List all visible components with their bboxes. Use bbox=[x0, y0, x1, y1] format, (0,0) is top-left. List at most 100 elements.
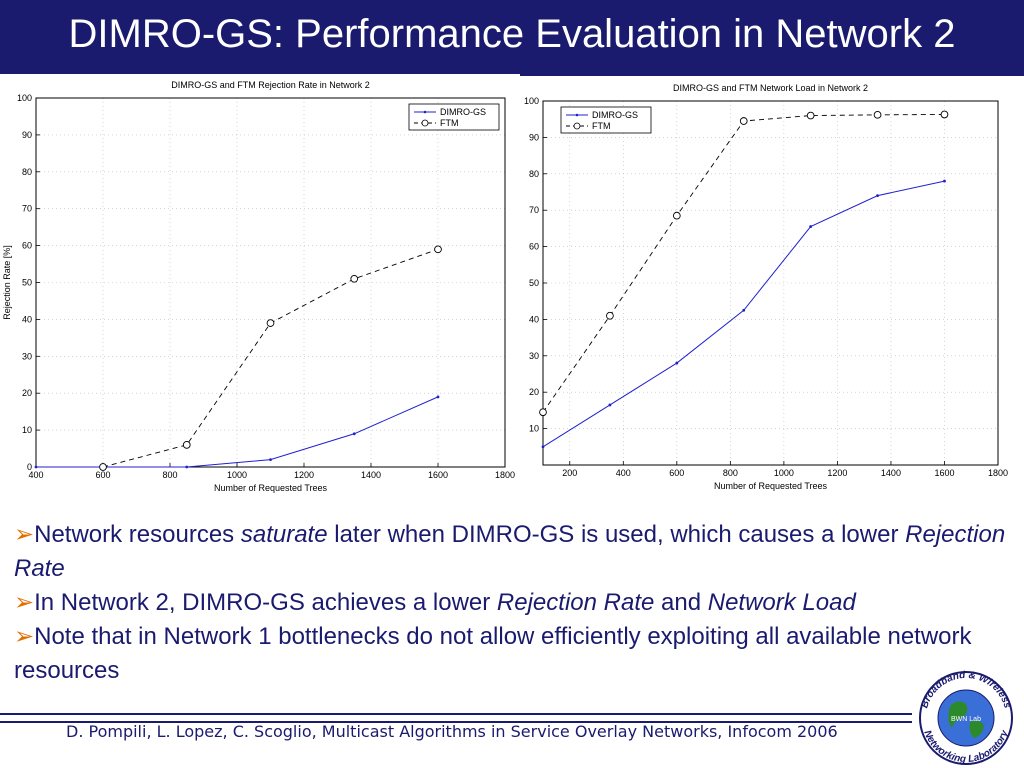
bullet-arrow-icon: ➢ bbox=[14, 521, 35, 548]
footer-citation: D. Pompili, L. Lopez, C. Scoglio, Multic… bbox=[66, 722, 838, 741]
data-point-dimro-gs bbox=[352, 432, 356, 436]
data-point-dimro-gs bbox=[269, 458, 272, 462]
chart-title: DIMRO-GS and FTM Network Load in Network… bbox=[673, 83, 868, 93]
y-axis-label: Rejection Rate [%] bbox=[2, 245, 12, 320]
y-tick-label: 10 bbox=[22, 425, 32, 435]
data-point-ftm bbox=[940, 110, 949, 119]
bullet-arrow-icon: ➢ bbox=[14, 589, 35, 616]
data-point-dimro-gs bbox=[436, 395, 440, 399]
y-tick-label: 60 bbox=[529, 242, 539, 252]
bullet-arrow-icon: ➢ bbox=[14, 623, 35, 650]
y-tick-label: 40 bbox=[529, 314, 539, 324]
x-tick-label: 1200 bbox=[294, 470, 314, 480]
series-line-ftm bbox=[102, 248, 439, 468]
data-point-ftm bbox=[606, 311, 614, 320]
data-point-ftm bbox=[539, 408, 547, 417]
chart-title: DIMRO-GS and FTM Rejection Rate in Netwo… bbox=[171, 80, 370, 90]
title-bar: DIMRO-GS: Performance Evaluation in Netw… bbox=[0, 0, 1024, 76]
bullet-text: later when DIMRO-GS is used, which cause… bbox=[327, 521, 906, 548]
y-tick-label: 30 bbox=[22, 351, 32, 361]
y-tick-label: 30 bbox=[529, 351, 539, 361]
bullet-text: Network resources bbox=[34, 521, 241, 548]
logo-center-text: BWN Lab bbox=[951, 716, 981, 723]
legend-label: FTM bbox=[592, 121, 611, 131]
bullet-text: and bbox=[654, 589, 708, 616]
x-tick-label: 400 bbox=[616, 468, 631, 478]
data-point-dimro-gs bbox=[742, 308, 746, 312]
y-tick-label: 80 bbox=[22, 167, 32, 177]
slide-title: DIMRO-GS: Performance Evaluation in Netw… bbox=[68, 12, 956, 56]
x-tick-label: 1800 bbox=[495, 470, 515, 480]
y-tick-label: 100 bbox=[17, 93, 32, 103]
data-point-dimro-gs bbox=[34, 465, 38, 469]
x-tick-label: 1000 bbox=[774, 468, 794, 478]
x-tick-label: 1400 bbox=[881, 468, 901, 478]
data-point-dimro-gs bbox=[541, 445, 545, 449]
x-tick-label: 800 bbox=[162, 470, 177, 480]
x-tick-label: 1000 bbox=[227, 470, 247, 480]
data-point-ftm bbox=[266, 319, 275, 327]
data-point-ftm bbox=[806, 111, 815, 120]
legend-marker bbox=[421, 119, 429, 127]
data-point-ftm bbox=[739, 117, 748, 125]
y-tick-label: 40 bbox=[22, 314, 32, 324]
bullet-item: ➢Note that in Network 1 bottlenecks do n… bbox=[14, 620, 1014, 688]
y-tick-label: 20 bbox=[529, 387, 539, 397]
bullet-text: Note that in Network 1 bottlenecks do no… bbox=[14, 623, 972, 684]
data-point-ftm bbox=[873, 110, 882, 119]
y-tick-label: 50 bbox=[529, 278, 539, 288]
data-point-ftm bbox=[434, 245, 442, 254]
data-point-ftm bbox=[182, 441, 191, 449]
y-tick-label: 100 bbox=[524, 96, 539, 106]
y-tick-label: 70 bbox=[22, 204, 32, 214]
bullet-item: ➢In Network 2, DIMRO-GS achieves a lower… bbox=[14, 586, 1014, 620]
bwn-lab-logo: Broadband & Wireless Networking Laborato… bbox=[919, 670, 1013, 765]
data-point-dimro-gs bbox=[185, 465, 189, 469]
data-point-dimro-gs bbox=[809, 225, 813, 228]
series-line-dimro-gs bbox=[36, 396, 439, 468]
legend-label: DIMRO-GS bbox=[440, 107, 486, 117]
data-point-dimro-gs bbox=[943, 179, 946, 183]
x-axis-label: Number of Requested Trees bbox=[714, 481, 828, 491]
y-tick-label: 20 bbox=[22, 388, 32, 398]
y-tick-label: 80 bbox=[529, 169, 539, 179]
x-tick-label: 1600 bbox=[934, 468, 954, 478]
legend-label: DIMRO-GS bbox=[592, 110, 638, 120]
x-tick-label: 1400 bbox=[361, 470, 381, 480]
bullet-text: Network Load bbox=[707, 589, 856, 616]
legend-marker bbox=[575, 113, 579, 117]
y-tick-label: 90 bbox=[22, 130, 32, 140]
bullet-list: ➢Network resources saturate later when D… bbox=[14, 518, 1014, 688]
x-tick-label: 1200 bbox=[827, 468, 847, 478]
plot-frame bbox=[35, 97, 506, 468]
y-tick-label: 70 bbox=[529, 205, 539, 215]
legend-marker bbox=[573, 122, 581, 130]
series-line-dimro-gs bbox=[542, 180, 945, 448]
series-line-ftm bbox=[542, 114, 945, 413]
y-tick-label: 60 bbox=[22, 241, 32, 251]
data-point-dimro-gs bbox=[608, 403, 612, 407]
y-tick-label: 90 bbox=[529, 132, 539, 142]
network-load-chart-svg: DIMRO-GS and FTM Network Load in Network… bbox=[524, 83, 1008, 491]
x-tick-label: 600 bbox=[669, 468, 684, 478]
x-tick-label: 200 bbox=[562, 468, 577, 478]
bullet-text: saturate bbox=[240, 521, 328, 548]
data-point-dimro-gs bbox=[675, 361, 679, 365]
bullet-item: ➢Network resources saturate later when D… bbox=[14, 518, 1014, 586]
y-tick-label: 50 bbox=[22, 278, 32, 288]
rejection-rate-chart: DIMRO-GS and FTM Rejection Rate in Netwo… bbox=[0, 74, 520, 500]
x-tick-label: 400 bbox=[28, 470, 43, 480]
data-point-ftm bbox=[99, 463, 107, 471]
x-axis-label: Number of Requested Trees bbox=[214, 483, 328, 493]
data-point-dimro-gs bbox=[876, 194, 879, 198]
bullet-text: In Network 2, DIMRO-GS achieves a lower bbox=[34, 589, 497, 616]
legend-label: FTM bbox=[440, 118, 459, 128]
y-tick-label: 10 bbox=[529, 424, 539, 434]
rejection-rate-chart-svg: DIMRO-GS and FTM Rejection Rate in Netwo… bbox=[2, 80, 515, 493]
data-point-ftm bbox=[672, 211, 681, 220]
footer-divider bbox=[0, 713, 912, 723]
network-load-chart: DIMRO-GS and FTM Network Load in Network… bbox=[520, 82, 1024, 502]
x-tick-label: 600 bbox=[95, 470, 110, 480]
bullet-text: Rejection Rate bbox=[14, 521, 1006, 582]
legend-marker bbox=[423, 110, 427, 114]
